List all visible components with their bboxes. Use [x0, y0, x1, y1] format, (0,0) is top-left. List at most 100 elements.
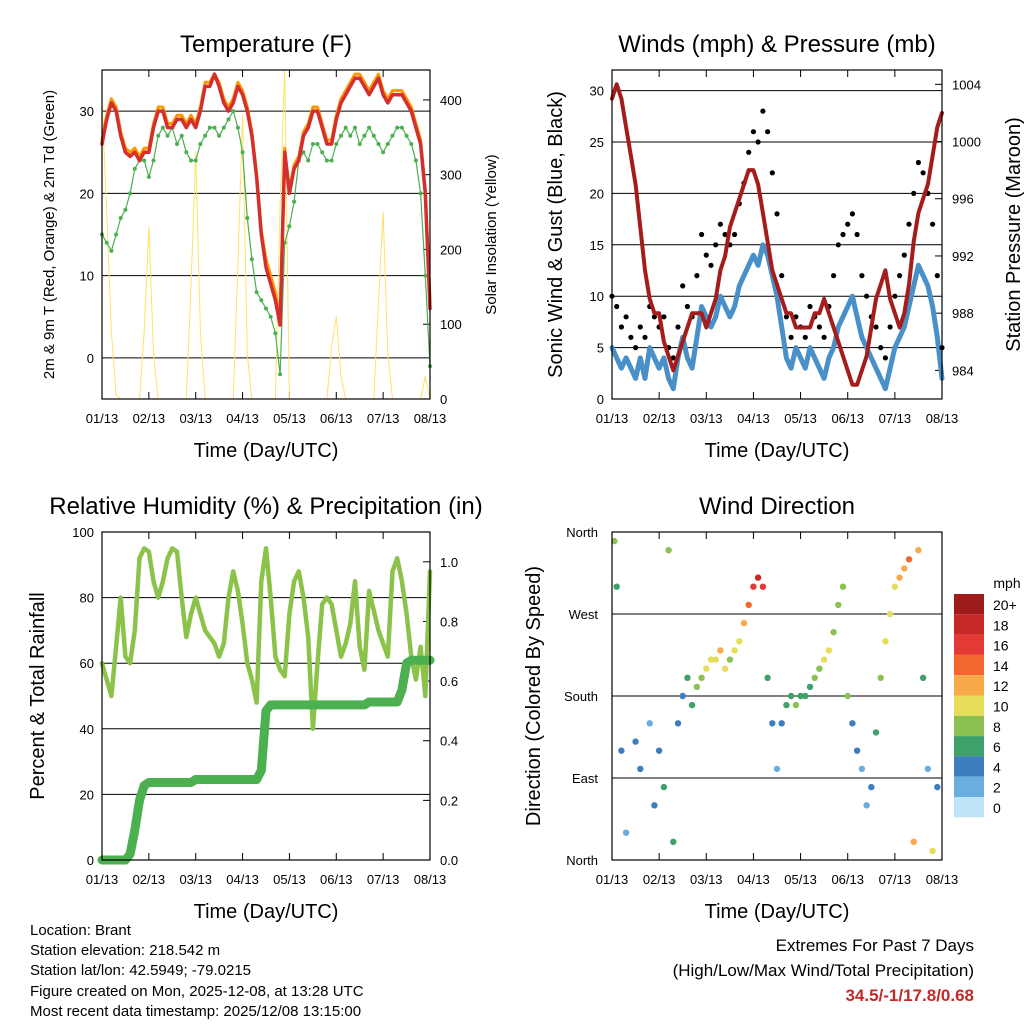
direction-point [717, 647, 724, 654]
gust-point [722, 231, 728, 238]
direction-point [726, 656, 734, 663]
legend-label: 2 [993, 780, 1001, 796]
direction-point [802, 692, 809, 700]
gust-point [760, 108, 766, 114]
gust-point [779, 273, 785, 279]
direction-point [929, 847, 936, 855]
direction-point [783, 701, 790, 709]
latlon-text: Station lat/lon: 42.5949; -79.0215 [30, 962, 252, 980]
winds-xtick-label: 02/13 [643, 411, 676, 426]
extremes-subtitle: (High/Low/Max Wind/Total Precipitation) [672, 961, 974, 980]
direction-xtick-label: 08/13 [926, 872, 959, 887]
direction-point [698, 674, 705, 681]
direction-point [882, 638, 889, 645]
winds-xtick-label: 04/13 [737, 411, 770, 426]
direction-title: Wind Direction [699, 493, 855, 520]
direction-point [618, 747, 625, 754]
direction-point [651, 802, 658, 809]
gust-point [934, 273, 940, 279]
direction-point [674, 720, 682, 727]
gust-point [920, 170, 926, 176]
direction-point [806, 683, 814, 691]
legend-swatch [954, 776, 984, 797]
direction-point [679, 692, 686, 700]
direction-point [872, 729, 880, 736]
temperature-xtick-label: 08/13 [414, 411, 447, 426]
direction-point [731, 647, 738, 654]
direction-point [797, 692, 804, 700]
winds-xtick-label: 01/13 [596, 411, 629, 426]
gust-point [802, 334, 808, 340]
legend-label: 14 [993, 658, 1009, 674]
temperature-xtick-label: 05/13 [273, 411, 306, 426]
extremes-title: Extremes For Past 7 Days [775, 936, 974, 955]
gust-point [901, 252, 907, 258]
station-pressure-line [610, 82, 944, 387]
gust-point [717, 221, 724, 227]
direction-point [863, 802, 870, 809]
gust-point [892, 293, 898, 299]
direction-point [820, 656, 828, 663]
gust-point [845, 221, 851, 227]
gust-point [930, 221, 936, 227]
direction-point [839, 583, 847, 590]
gust-point [680, 283, 686, 289]
direction-point [637, 765, 644, 773]
gust-point [713, 242, 719, 248]
humidity-xtick-label: 05/13 [273, 872, 306, 887]
t2m-line [100, 72, 432, 327]
direction-point [811, 674, 818, 681]
location-text: Location: Brant [30, 922, 131, 939]
gust-point [906, 221, 912, 227]
winds-y2tick-label: 996 [952, 192, 974, 207]
legend-swatch [954, 634, 984, 655]
legend-label: 10 [993, 699, 1009, 715]
humidity-y2tick-label: 0.2 [440, 793, 458, 808]
direction-point [646, 720, 653, 727]
legend-label: 6 [993, 739, 1001, 755]
direction-point [891, 583, 899, 590]
temperature-ylabel: 2m & 9m T (Red, Orange) & 2m Td (Green) [41, 90, 58, 379]
direction-point [773, 765, 781, 773]
gust-point [915, 159, 922, 166]
solar-insolation-line [101, 69, 431, 400]
direction-xtick-label: 02/13 [643, 872, 676, 887]
gust-point [694, 273, 700, 279]
legend-label: 4 [993, 759, 1001, 775]
direction-point [924, 765, 932, 773]
direction-point [611, 537, 618, 545]
winds-y2label: Station Pressure (Maroon) [1003, 117, 1024, 352]
direction-point [688, 701, 696, 709]
humidity-ytick-label: 60 [80, 656, 94, 671]
gust-point [618, 324, 625, 330]
temperature-ytick-label: 10 [80, 269, 94, 284]
winds-ytick-label: 20 [590, 186, 604, 201]
gust-point [703, 252, 709, 258]
humidity-xtick-label: 06/13 [320, 872, 353, 887]
direction-ytick-label: East [572, 771, 598, 786]
gust-point [732, 231, 738, 238]
temperature-xtick-label: 03/13 [179, 411, 212, 426]
direction-point [835, 601, 842, 609]
direction-point [745, 601, 752, 609]
direction-point [868, 783, 875, 791]
temperature-ytick-label: 20 [80, 186, 94, 201]
gust-point [642, 334, 648, 340]
direction-xlabel: Time (Day/UTC) [705, 901, 850, 923]
temperature-xtick-label: 06/13 [320, 411, 353, 426]
gust-point [864, 293, 870, 299]
direction-point [764, 674, 771, 681]
humidity-y2tick-label: 0.4 [440, 734, 458, 749]
winds-plot-border [611, 69, 943, 400]
legend-label: 12 [993, 678, 1009, 694]
direction-xtick-label: 05/13 [784, 872, 817, 887]
winds-y2tick-label: 988 [952, 306, 974, 321]
gust-point [699, 231, 705, 238]
gust-point [882, 355, 889, 361]
direction-point [905, 556, 913, 563]
direction-point [853, 747, 861, 754]
temperature-y2tick-label: 200 [440, 242, 462, 257]
direction-point [754, 574, 762, 581]
gust-point [651, 314, 658, 320]
direction-ytick-label: West [569, 607, 599, 622]
